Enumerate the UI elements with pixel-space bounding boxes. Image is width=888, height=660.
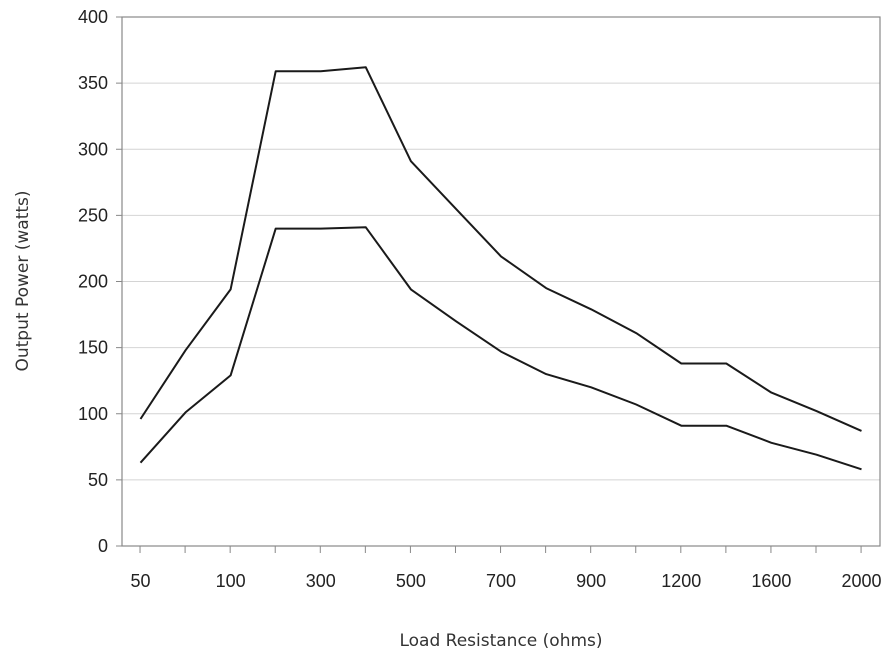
series-lines bbox=[139, 66, 862, 471]
y-axis-title: Output Power (watts) bbox=[13, 190, 33, 371]
x-tick-label: 1600 bbox=[751, 571, 791, 591]
gridlines bbox=[122, 82, 880, 481]
y-tick-label: 0 bbox=[98, 536, 108, 556]
y-tick-label: 350 bbox=[78, 73, 108, 93]
x-axis-title: Load Resistance (ohms) bbox=[399, 631, 602, 651]
x-tick-label: 900 bbox=[576, 571, 606, 591]
y-tick-label: 200 bbox=[78, 272, 108, 292]
x-tick-label: 2000 bbox=[841, 571, 881, 591]
axis-ticks bbox=[116, 16, 862, 553]
y-tick-label: 400 bbox=[78, 7, 108, 27]
x-tick-label: 300 bbox=[306, 571, 336, 591]
y-tick-label: 150 bbox=[78, 338, 108, 358]
series-line-2 bbox=[139, 226, 862, 471]
x-tick-label: 50 bbox=[130, 571, 150, 591]
y-axis-tick-labels: 0 50 100 150 200 250 300 350 400 bbox=[78, 7, 108, 556]
x-axis-tick-labels: 50 100 300 500 700 900 1200 1600 2000 bbox=[130, 571, 881, 591]
x-tick-label: 700 bbox=[486, 571, 516, 591]
series-line-1 bbox=[139, 66, 862, 432]
y-tick-label: 300 bbox=[78, 139, 108, 159]
x-tick-label: 500 bbox=[396, 571, 426, 591]
y-tick-label: 250 bbox=[78, 205, 108, 225]
x-tick-label: 100 bbox=[216, 571, 246, 591]
y-tick-label: 100 bbox=[78, 404, 108, 424]
y-tick-label: 50 bbox=[88, 470, 108, 490]
x-tick-label: 1200 bbox=[661, 571, 701, 591]
